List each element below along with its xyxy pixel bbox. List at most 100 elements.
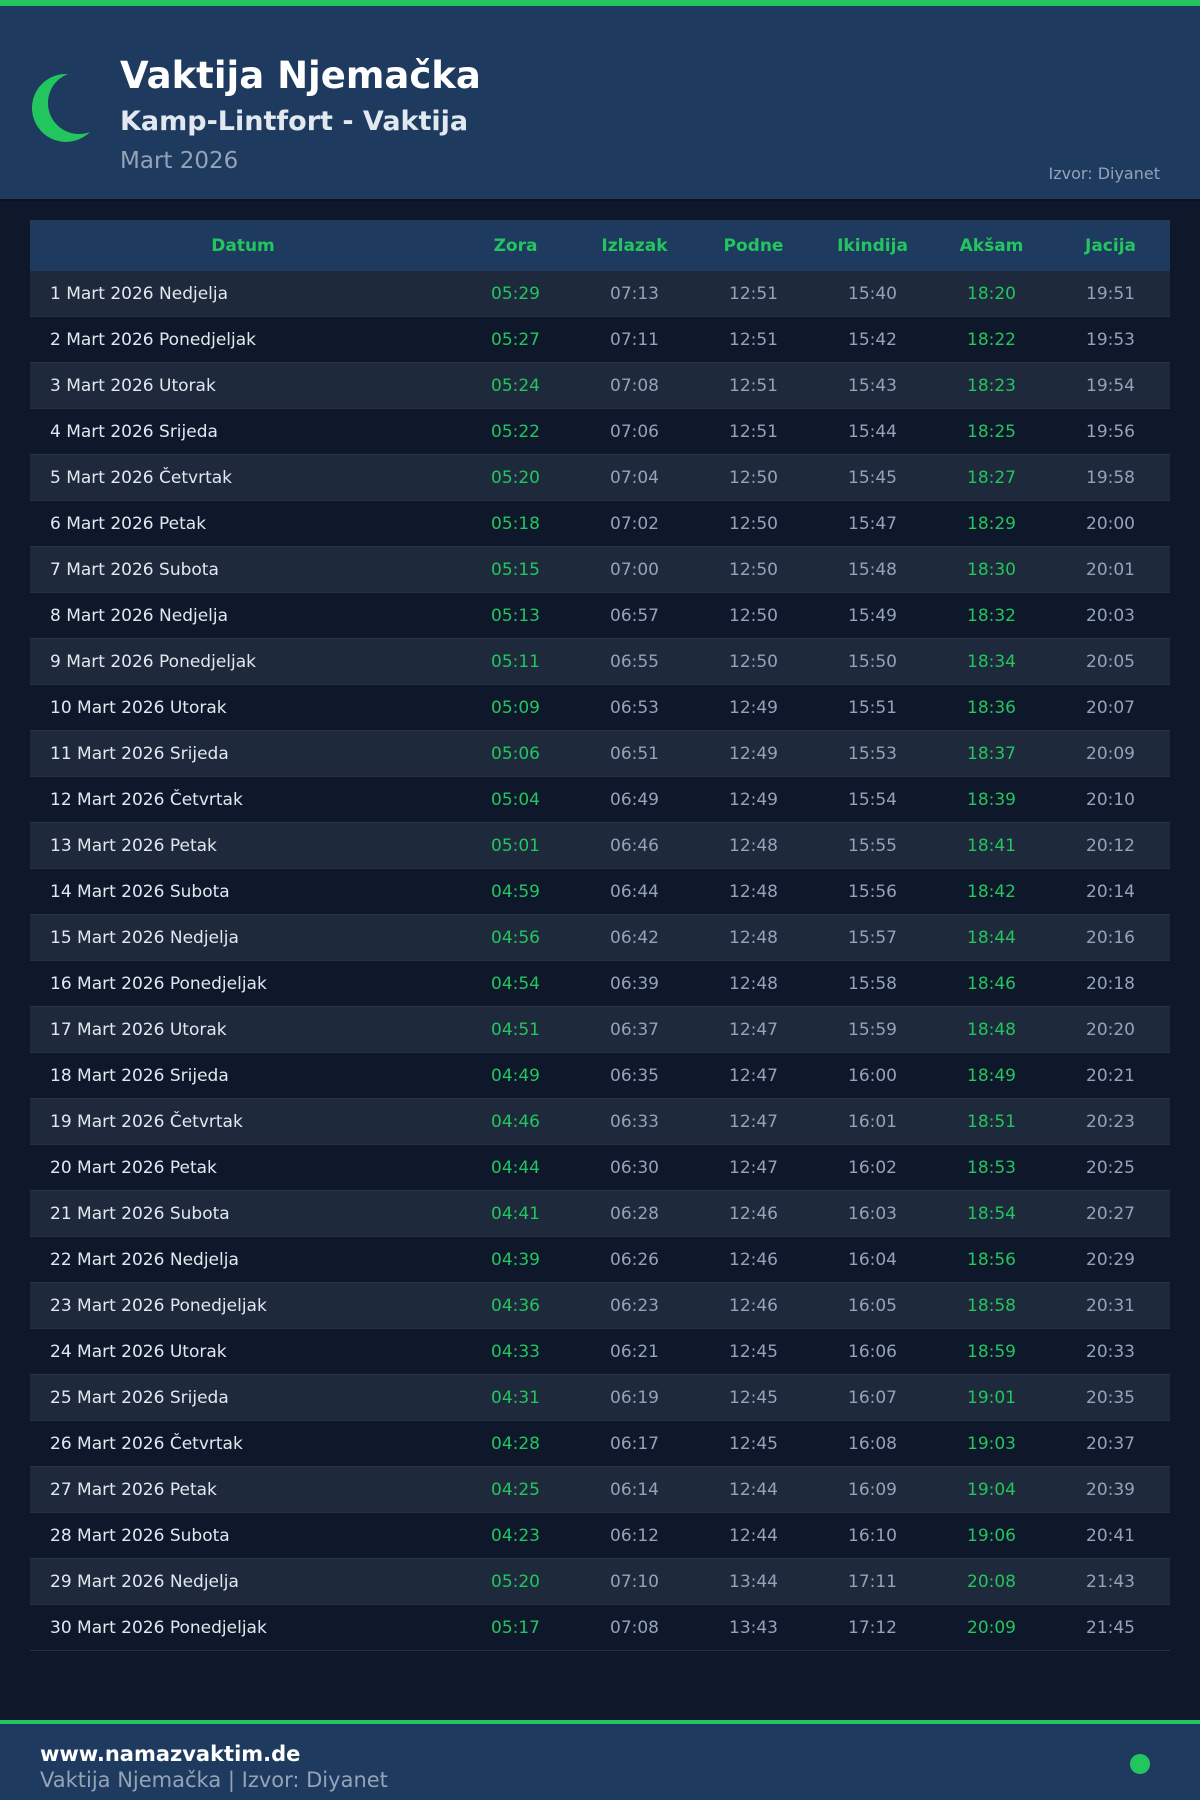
table-row: 18 Mart 2026 Srijeda 04:49 06:35 12:47 16:00…: [30, 1053, 1170, 1099]
table-row: 9 Mart 2026 Ponedjeljak 05:11 06:55 12:50 15…: [30, 639, 1170, 685]
cell-izlazak: 06:39: [610, 973, 659, 994]
cell-podne: 12:45: [729, 1341, 778, 1362]
cell-date: 10 Mart 2026 Utorak: [50, 697, 227, 718]
cell-izlazak: 07:13: [610, 283, 659, 304]
table-row: 22 Mart 2026 Nedjelja 04:39 06:26 12:46 16:0…: [30, 1237, 1170, 1283]
cell-izlazak: 07:10: [610, 1571, 659, 1592]
footer-text: Vaktija Njemačka | Izvor: Diyanet: [40, 1768, 388, 1792]
footer-site-link[interactable]: www.namazvaktim.de: [40, 1742, 301, 1766]
cell-date: 24 Mart 2026 Utorak: [50, 1341, 227, 1362]
cell-podne: 12:45: [729, 1433, 778, 1454]
table-row: 27 Mart 2026 Petak 04:25 06:14 12:44 16:09 19…: [30, 1467, 1170, 1513]
cell-date: 3 Mart 2026 Utorak: [50, 375, 216, 396]
cell-ikindija: 15:55: [848, 835, 897, 856]
table-row: 16 Mart 2026 Ponedjeljak 04:54 06:39 12:48 1…: [30, 961, 1170, 1007]
cell-zora: 04:36: [491, 1295, 540, 1316]
cell-date: 1 Mart 2026 Nedjelja: [50, 283, 229, 304]
cell-aksam: 19:03: [967, 1433, 1016, 1454]
cell-zora: 05:13: [491, 605, 540, 626]
cell-izlazak: 06:49: [610, 789, 659, 810]
table-row: 20 Mart 2026 Petak 04:44 06:30 12:47 16:02 18…: [30, 1145, 1170, 1191]
cell-zora: 05:11: [491, 651, 540, 672]
table-row: 13 Mart 2026 Petak 05:01 06:46 12:48 15:55 18…: [30, 823, 1170, 869]
cell-ikindija: 16:00: [848, 1065, 897, 1086]
cell-jacija: 19:53: [1086, 329, 1135, 350]
cell-ikindija: 15:45: [848, 467, 897, 488]
cell-jacija: 20:21: [1086, 1065, 1135, 1086]
status-dot-icon: [1130, 1754, 1150, 1774]
cell-zora: 04:23: [491, 1525, 540, 1546]
cell-date: 7 Mart 2026 Subota: [50, 559, 219, 580]
cell-zora: 04:49: [491, 1065, 540, 1086]
cell-aksam: 20:09: [967, 1617, 1016, 1638]
table-row: 2 Mart 2026 Ponedjeljak 05:27 07:11 12:51 15…: [30, 317, 1170, 363]
table-row: 10 Mart 2026 Utorak 05:09 06:53 12:49 15:51 1…: [30, 685, 1170, 731]
table-row: 26 Mart 2026 Četvrtak 04:28 06:17 12:45 16:0…: [30, 1421, 1170, 1467]
cell-aksam: 18:36: [967, 697, 1016, 718]
cell-podne: 12:46: [729, 1249, 778, 1270]
cell-izlazak: 06:28: [610, 1203, 659, 1224]
cell-ikindija: 15:50: [848, 651, 897, 672]
cell-izlazak: 07:08: [610, 1617, 659, 1638]
cell-podne: 12:50: [729, 651, 778, 672]
cell-zora: 05:27: [491, 329, 540, 350]
cell-podne: 12:49: [729, 697, 778, 718]
cell-zora: 05:18: [491, 513, 540, 534]
cell-jacija: 20:35: [1086, 1387, 1135, 1408]
cell-jacija: 20:23: [1086, 1111, 1135, 1132]
cell-podne: 12:48: [729, 927, 778, 948]
cell-izlazak: 06:44: [610, 881, 659, 902]
cell-aksam: 18:23: [967, 375, 1016, 396]
cell-ikindija: 15:40: [848, 283, 897, 304]
cell-aksam: 18:22: [967, 329, 1016, 350]
cell-jacija: 20:39: [1086, 1479, 1135, 1500]
cell-date: 14 Mart 2026 Subota: [50, 881, 230, 902]
cell-aksam: 18:41: [967, 835, 1016, 856]
cell-ikindija: 15:47: [848, 513, 897, 534]
cell-izlazak: 07:11: [610, 329, 659, 350]
column-header-ikindija: Ikindija: [837, 235, 908, 256]
cell-aksam: 19:04: [967, 1479, 1016, 1500]
cell-jacija: 19:54: [1086, 375, 1135, 396]
cell-podne: 12:50: [729, 605, 778, 626]
table-row: 7 Mart 2026 Subota 05:15 07:00 12:50 15:48 18…: [30, 547, 1170, 593]
column-header-izlazak: Izlazak: [601, 235, 668, 256]
cell-podne: 12:47: [729, 1111, 778, 1132]
cell-jacija: 19:56: [1086, 421, 1135, 442]
cell-ikindija: 15:51: [848, 697, 897, 718]
cell-podne: 12:51: [729, 375, 778, 396]
cell-podne: 12:51: [729, 421, 778, 442]
cell-jacija: 20:03: [1086, 605, 1135, 626]
cell-date: 9 Mart 2026 Ponedjeljak: [50, 651, 256, 672]
cell-date: 19 Mart 2026 Četvrtak: [50, 1111, 243, 1132]
column-header-datum: Datum: [211, 235, 275, 256]
cell-izlazak: 06:26: [610, 1249, 659, 1270]
cell-ikindija: 16:02: [848, 1157, 897, 1178]
table-row: 28 Mart 2026 Subota 04:23 06:12 12:44 16:10 1…: [30, 1513, 1170, 1559]
cell-aksam: 18:20: [967, 283, 1016, 304]
cell-zora: 04:25: [491, 1479, 540, 1500]
cell-zora: 04:51: [491, 1019, 540, 1040]
cell-date: 16 Mart 2026 Ponedjeljak: [50, 973, 267, 994]
cell-jacija: 19:51: [1086, 283, 1135, 304]
cell-date: 25 Mart 2026 Srijeda: [50, 1387, 229, 1408]
cell-date: 2 Mart 2026 Ponedjeljak: [50, 329, 256, 350]
cell-aksam: 18:30: [967, 559, 1016, 580]
cell-aksam: 20:08: [967, 1571, 1016, 1592]
cell-zora: 05:17: [491, 1617, 540, 1638]
cell-aksam: 19:01: [967, 1387, 1016, 1408]
cell-ikindija: 16:04: [848, 1249, 897, 1270]
table-row: 29 Mart 2026 Nedjelja 05:20 07:10 13:44 17:1…: [30, 1559, 1170, 1605]
table-row: 25 Mart 2026 Srijeda 04:31 06:19 12:45 16:07…: [30, 1375, 1170, 1421]
table-row: 11 Mart 2026 Srijeda 05:06 06:51 12:49 15:53…: [30, 731, 1170, 777]
cell-podne: 13:43: [729, 1617, 778, 1638]
cell-date: 23 Mart 2026 Ponedjeljak: [50, 1295, 267, 1316]
cell-zora: 05:15: [491, 559, 540, 580]
cell-zora: 04:56: [491, 927, 540, 948]
table-row: 6 Mart 2026 Petak 05:18 07:02 12:50 15:47 18:…: [30, 501, 1170, 547]
cell-jacija: 20:18: [1086, 973, 1135, 994]
cell-ikindija: 16:06: [848, 1341, 897, 1362]
cell-izlazak: 07:00: [610, 559, 659, 580]
cell-ikindija: 17:12: [848, 1617, 897, 1638]
cell-jacija: 20:27: [1086, 1203, 1135, 1224]
